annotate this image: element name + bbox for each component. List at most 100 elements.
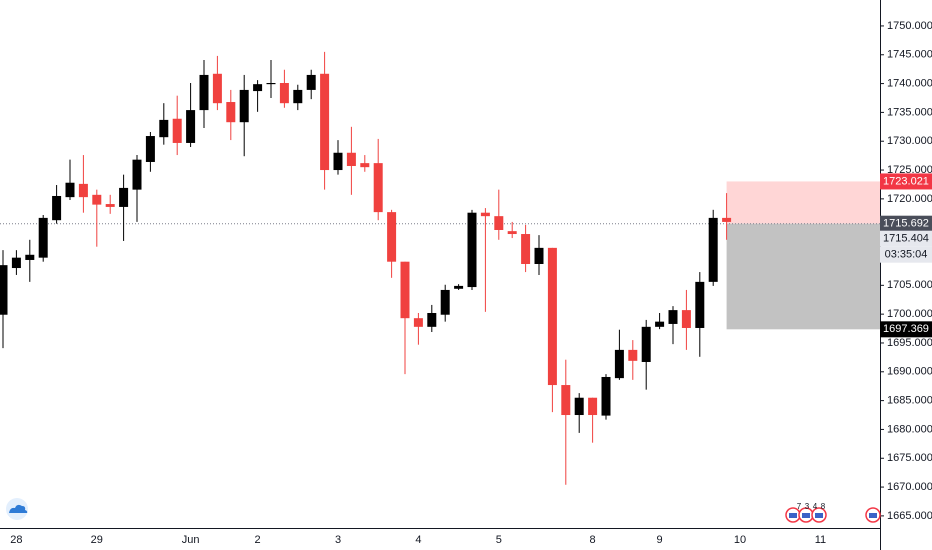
candle-body xyxy=(11,257,21,269)
candle-body xyxy=(186,110,196,143)
event-flag xyxy=(869,513,877,518)
event-count: 3 xyxy=(805,502,810,511)
x-tick-label: 10 xyxy=(734,534,746,546)
candle-body xyxy=(105,204,115,207)
event-flag xyxy=(789,513,797,518)
x-tick-label: Jun xyxy=(182,534,200,546)
event-count: 8 xyxy=(821,502,826,511)
last-price-label: 1715.404 xyxy=(883,233,929,245)
y-tick-label: 1675.000 xyxy=(887,452,932,464)
event-flag xyxy=(815,513,823,518)
candle-body xyxy=(38,217,48,258)
event-count: 4 xyxy=(813,502,818,511)
candle-body xyxy=(373,163,383,213)
candle-body xyxy=(628,349,638,361)
candle-body xyxy=(708,217,718,282)
entry-label: 1715.692 xyxy=(883,218,929,230)
y-tick-label: 1700.000 xyxy=(887,308,932,320)
y-tick-label: 1690.000 xyxy=(887,366,932,378)
last-price-label-bg xyxy=(880,230,932,247)
candle-body xyxy=(467,212,477,288)
candle-body xyxy=(601,376,611,416)
x-tick-label: 5 xyxy=(496,534,502,546)
countdown-label-bg xyxy=(880,246,932,263)
stop-zone xyxy=(726,181,880,224)
plot xyxy=(0,51,880,485)
candle-body xyxy=(239,89,249,123)
candle-body xyxy=(25,254,35,260)
x-tick-label: 11 xyxy=(815,534,826,546)
y-tick-label: 1740.000 xyxy=(887,77,932,89)
x-tick-label: 29 xyxy=(91,534,103,546)
target-label-bg xyxy=(880,321,932,338)
candle-body xyxy=(293,89,303,104)
candle-body xyxy=(561,385,571,416)
candle-body xyxy=(279,83,289,104)
candle-body xyxy=(547,247,557,386)
candle-body xyxy=(333,152,343,171)
candle-body xyxy=(172,118,182,143)
candle-body xyxy=(641,326,651,362)
candle-body xyxy=(681,310,691,328)
candle-body xyxy=(614,349,624,379)
candle-body xyxy=(387,212,397,262)
candle-body xyxy=(78,183,88,198)
candle-body xyxy=(266,83,276,85)
candle-body xyxy=(494,216,504,230)
y-tick-label: 1735.000 xyxy=(887,106,932,118)
candle-body xyxy=(440,289,450,315)
stop-label: 1723.021 xyxy=(883,175,929,187)
candle-body xyxy=(226,102,236,123)
countdown-label: 03:35:04 xyxy=(885,249,928,261)
target-zone xyxy=(726,223,880,330)
event-flag xyxy=(802,513,810,518)
candle-body xyxy=(199,74,209,111)
y-tick-label: 1680.000 xyxy=(887,423,932,435)
logo-cloud xyxy=(9,504,28,513)
candle-body xyxy=(119,187,129,207)
event-count: 7 xyxy=(797,502,802,511)
x-tick-label: 8 xyxy=(590,534,596,546)
logo xyxy=(6,498,28,520)
candle-body xyxy=(668,310,678,324)
candle-body xyxy=(132,159,142,190)
candle-body xyxy=(159,119,169,138)
candle-body xyxy=(0,265,8,315)
candle-body xyxy=(52,195,62,221)
candle-body xyxy=(253,84,263,92)
candle-body xyxy=(427,312,437,327)
y-tick-label: 1665.000 xyxy=(887,510,932,522)
candle-body xyxy=(534,247,544,264)
y-tick-label: 1745.000 xyxy=(887,49,932,61)
candle-body xyxy=(722,217,732,222)
target-label: 1697.369 xyxy=(883,323,929,335)
candle-body xyxy=(480,212,490,217)
candle-body xyxy=(320,73,330,171)
candle-body xyxy=(588,397,598,416)
y-tick-label: 1695.000 xyxy=(887,337,932,349)
y-tick-label: 1720.000 xyxy=(887,193,932,205)
candle-body xyxy=(521,234,531,264)
candle-body xyxy=(65,182,75,198)
y-tick-label: 1670.000 xyxy=(887,481,932,493)
y-tick-label: 1750.000 xyxy=(887,20,932,32)
candle-body xyxy=(655,321,665,327)
candle-body xyxy=(306,74,316,90)
candle-body xyxy=(574,397,584,416)
x-tick-label: 4 xyxy=(415,534,421,546)
y-tick-label: 1725.000 xyxy=(887,164,932,176)
candle-body xyxy=(212,73,222,104)
candle-body xyxy=(346,152,356,167)
x-tick-label: 3 xyxy=(335,534,341,546)
candle-body xyxy=(695,281,705,328)
x-tick-label: 9 xyxy=(657,534,663,546)
y-tick-label: 1685.000 xyxy=(887,395,932,407)
stop-label-bg xyxy=(880,173,932,190)
y-tick-label: 1705.000 xyxy=(887,279,932,291)
y-tick-label: 1730.000 xyxy=(887,135,932,147)
candle-body xyxy=(507,231,517,235)
candle-body xyxy=(400,261,410,319)
entry-label-bg xyxy=(880,215,932,232)
